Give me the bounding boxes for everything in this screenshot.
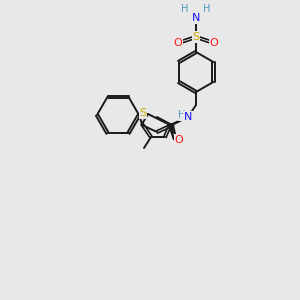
Text: H: H bbox=[181, 4, 189, 14]
Text: O: O bbox=[174, 38, 182, 48]
Text: H: H bbox=[178, 110, 186, 120]
Text: S: S bbox=[140, 108, 147, 118]
Text: O: O bbox=[175, 135, 183, 145]
Text: H: H bbox=[203, 4, 211, 14]
Text: O: O bbox=[175, 135, 183, 145]
Text: O: O bbox=[210, 38, 218, 48]
Text: N: N bbox=[192, 13, 200, 23]
Text: N: N bbox=[184, 112, 192, 122]
Text: S: S bbox=[192, 32, 200, 42]
